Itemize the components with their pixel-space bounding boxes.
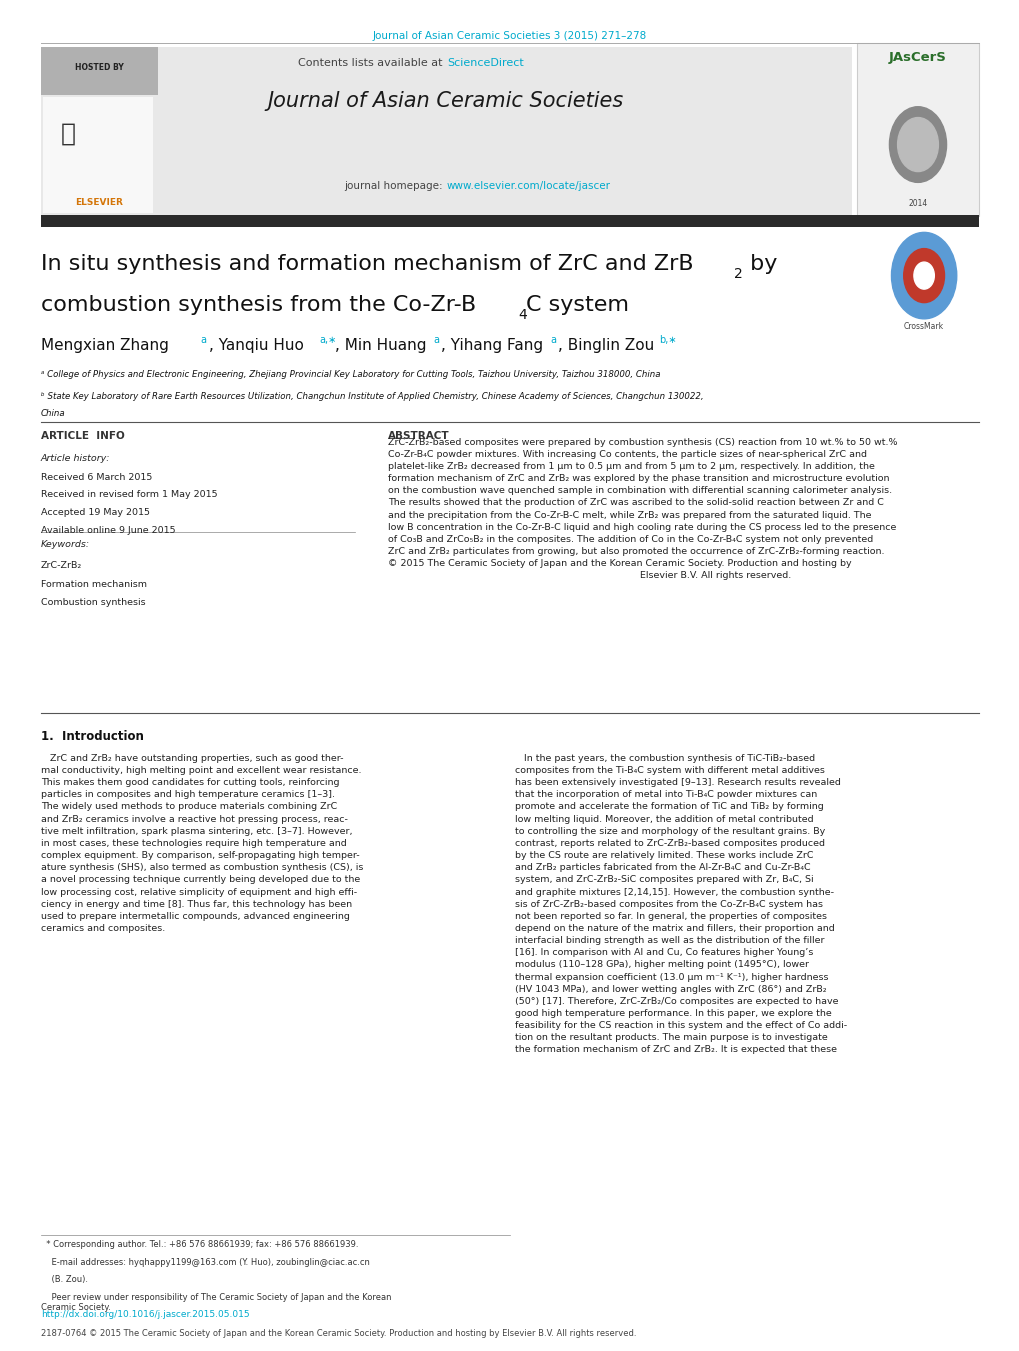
FancyBboxPatch shape xyxy=(41,215,978,227)
Text: , Yanqiu Huo: , Yanqiu Huo xyxy=(209,338,304,353)
Text: ABSTRACT: ABSTRACT xyxy=(387,431,448,440)
Text: Journal of Asian Ceramic Societies 3 (2015) 271–278: Journal of Asian Ceramic Societies 3 (20… xyxy=(373,31,646,41)
Circle shape xyxy=(891,232,956,319)
Text: Received in revised form 1 May 2015: Received in revised form 1 May 2015 xyxy=(41,490,217,500)
Text: Received 6 March 2015: Received 6 March 2015 xyxy=(41,473,152,482)
FancyBboxPatch shape xyxy=(41,47,851,135)
Text: 2014: 2014 xyxy=(908,199,926,208)
Text: Accepted 19 May 2015: Accepted 19 May 2015 xyxy=(41,508,150,517)
Text: , Yihang Fang: , Yihang Fang xyxy=(440,338,542,353)
Text: by: by xyxy=(742,254,776,274)
Text: a: a xyxy=(550,335,556,345)
Text: C system: C system xyxy=(526,295,629,315)
Text: CrossMark: CrossMark xyxy=(903,322,944,331)
Text: ZrC and ZrB₂ have outstanding properties, such as good ther-
mal conductivity, h: ZrC and ZrB₂ have outstanding properties… xyxy=(41,754,363,934)
Circle shape xyxy=(913,262,933,289)
Text: Mengxian Zhang: Mengxian Zhang xyxy=(41,338,168,353)
Text: ZrC-ZrB₂-based composites were prepared by combustion synthesis (CS) reaction fr: ZrC-ZrB₂-based composites were prepared … xyxy=(387,438,897,581)
Text: ScienceDirect: ScienceDirect xyxy=(446,58,523,69)
Text: Combustion synthesis: Combustion synthesis xyxy=(41,598,146,608)
Text: Keywords:: Keywords: xyxy=(41,540,90,550)
Text: Contents lists available at: Contents lists available at xyxy=(298,58,445,69)
Text: a: a xyxy=(200,335,206,345)
Text: 2: 2 xyxy=(734,267,742,281)
FancyBboxPatch shape xyxy=(41,47,158,95)
Text: In the past years, the combustion synthesis of TiC-TiB₂-based
composites from th: In the past years, the combustion synthe… xyxy=(515,754,847,1055)
Text: Formation mechanism: Formation mechanism xyxy=(41,580,147,589)
Circle shape xyxy=(897,118,937,172)
Text: , Binglin Zou: , Binglin Zou xyxy=(557,338,653,353)
Text: Peer review under responsibility of The Ceramic Society of Japan and the Korean
: Peer review under responsibility of The … xyxy=(41,1293,391,1312)
Text: ARTICLE  INFO: ARTICLE INFO xyxy=(41,431,124,440)
Text: combustion synthesis from the Co-Zr-B: combustion synthesis from the Co-Zr-B xyxy=(41,295,476,315)
Text: ZrC-ZrB₂: ZrC-ZrB₂ xyxy=(41,561,82,570)
Text: a,∗: a,∗ xyxy=(319,335,336,345)
Text: Journal of Asian Ceramic Societies: Journal of Asian Ceramic Societies xyxy=(267,91,624,111)
Text: (B. Zou).: (B. Zou). xyxy=(41,1275,88,1285)
Text: 4: 4 xyxy=(518,308,527,322)
FancyBboxPatch shape xyxy=(43,97,153,213)
FancyBboxPatch shape xyxy=(856,43,978,216)
Text: journal homepage:: journal homepage: xyxy=(343,181,445,192)
Text: HOSTED BY: HOSTED BY xyxy=(75,63,123,72)
FancyBboxPatch shape xyxy=(41,135,851,216)
Text: Article history:: Article history: xyxy=(41,454,110,463)
Text: b,∗: b,∗ xyxy=(658,335,676,345)
Text: 1.  Introduction: 1. Introduction xyxy=(41,730,144,743)
Text: , Min Huang: , Min Huang xyxy=(334,338,426,353)
Circle shape xyxy=(903,249,944,303)
Text: ᵇ State Key Laboratory of Rare Earth Resources Utilization, Changchun Institute : ᵇ State Key Laboratory of Rare Earth Res… xyxy=(41,392,703,401)
Text: 2187-0764 © 2015 The Ceramic Society of Japan and the Korean Ceramic Society. Pr: 2187-0764 © 2015 The Ceramic Society of … xyxy=(41,1329,636,1339)
Text: www.elsevier.com/locate/jascer: www.elsevier.com/locate/jascer xyxy=(446,181,610,192)
Circle shape xyxy=(889,107,946,182)
Text: * Corresponding author. Tel.: +86 576 88661939; fax: +86 576 88661939.: * Corresponding author. Tel.: +86 576 88… xyxy=(41,1240,358,1250)
Text: China: China xyxy=(41,409,65,419)
Text: JAsCerS: JAsCerS xyxy=(889,51,946,65)
Text: a: a xyxy=(433,335,439,345)
Text: E-mail addresses: hyqhappy1199@163.com (Y. Huo), zoubinglin@ciac.ac.cn: E-mail addresses: hyqhappy1199@163.com (… xyxy=(41,1258,369,1267)
Text: 🌳: 🌳 xyxy=(61,122,76,146)
Text: http://dx.doi.org/10.1016/j.jascer.2015.05.015: http://dx.doi.org/10.1016/j.jascer.2015.… xyxy=(41,1310,250,1320)
Text: ELSEVIER: ELSEVIER xyxy=(75,197,123,207)
Text: In situ synthesis and formation mechanism of ZrC and ZrB: In situ synthesis and formation mechanis… xyxy=(41,254,693,274)
Text: ᵃ College of Physics and Electronic Engineering, Zhejiang Provincial Key Laborat: ᵃ College of Physics and Electronic Engi… xyxy=(41,370,659,380)
Text: Available online 9 June 2015: Available online 9 June 2015 xyxy=(41,526,175,535)
